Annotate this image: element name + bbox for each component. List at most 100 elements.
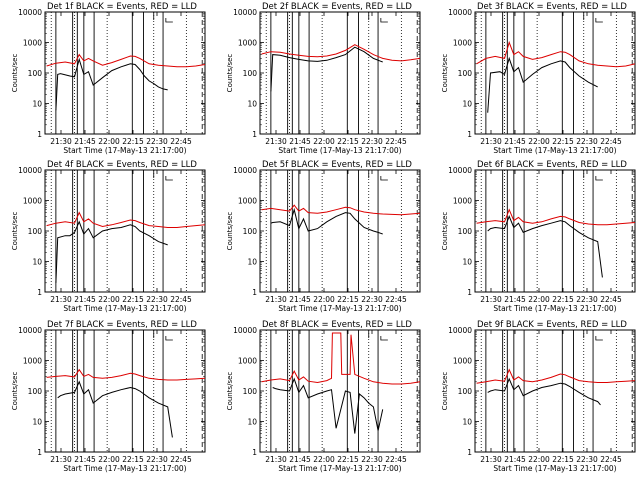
y-tick-label: 1 (37, 288, 42, 297)
series-line-events (270, 207, 383, 235)
y-tick-label: 10 (32, 100, 42, 109)
x-tick-label: 22:30 (146, 295, 168, 304)
x-axis-label: Start Time (17-May-13 21:17:00) (278, 464, 401, 473)
y-tick-label: 1000 (238, 357, 257, 366)
x-axis-label: Start Time (17-May-13 21:17:00) (63, 146, 186, 155)
panel-9: Det 9f BLACK = Events, RED = LLD 1 10 100 10… (441, 320, 636, 473)
panel-title: Det 9f BLACK = Events, RED = LLD (477, 320, 627, 330)
y-axis-label: Counts/sec (441, 372, 449, 411)
plot-frame (259, 169, 421, 293)
y-tick-label: 100 (243, 69, 258, 78)
y-tick-label: 10 (462, 258, 472, 267)
x-tick-label: 22:45 (600, 295, 622, 304)
series-group (476, 368, 635, 406)
series-group (261, 204, 420, 235)
x-tick-label: 21:30 (50, 137, 72, 146)
y-tick-label: 1000 (23, 39, 42, 48)
marker-lines (480, 170, 633, 292)
y-tick-label: 10000 (18, 166, 42, 175)
x-tick-label: 21:45 (74, 137, 96, 146)
series-group (476, 208, 635, 278)
y-tick-label: 10 (32, 418, 42, 427)
y-axis-label: Counts/sec (226, 212, 234, 251)
y-tick-label: 10000 (448, 166, 472, 175)
y-tick-label: 100 (458, 227, 473, 236)
panel-4: Det 4f BLACK = Events, RED = LLD 1 10 100 10… (11, 160, 206, 313)
plot-frame (44, 329, 206, 453)
y-tick-label: 10000 (233, 166, 257, 175)
plot-frame (259, 11, 421, 135)
x-tick-label: 22:00 (98, 137, 120, 146)
y-tick-label: 1000 (453, 357, 472, 366)
bracket-marker (165, 336, 173, 341)
panel-6: Det 6f BLACK = Events, RED = LLD 1 10 100 10… (441, 160, 636, 313)
plot-frame (474, 169, 636, 293)
x-tick-label: 22:00 (313, 295, 335, 304)
x-tick-label: 21:30 (480, 137, 502, 146)
series-line-lld (476, 40, 635, 68)
y-tick-label: 10000 (18, 326, 42, 335)
x-tick-label: 22:15 (552, 455, 574, 464)
series-line-lld (476, 208, 635, 226)
x-tick-label: 22:30 (361, 455, 383, 464)
marker-lines (50, 330, 203, 452)
marker-lines (50, 170, 203, 292)
x-tick-label: 22:30 (576, 295, 598, 304)
x-tick-label: 21:45 (289, 295, 311, 304)
series-line-events (487, 215, 603, 278)
bracket-marker (368, 170, 375, 178)
y-tick-label: 10 (462, 100, 472, 109)
y-tick-label: 1 (467, 130, 472, 139)
x-axis-label: Start Time (17-May-13 21:17:00) (493, 146, 616, 155)
panel-title: Det 6f BLACK = Events, RED = LLD (477, 160, 627, 170)
bracket-marker (583, 330, 590, 338)
plot-frame (474, 329, 636, 453)
series-line-lld (46, 368, 205, 381)
panel-title: Det 2f BLACK = Events, RED = LLD (262, 2, 412, 12)
y-tick-label: 100 (458, 69, 473, 78)
bracket-marker (368, 330, 375, 338)
series-group (46, 211, 205, 283)
panel-title: Det 3f BLACK = Events, RED = LLD (477, 2, 627, 12)
panel-title: Det 7f BLACK = Events, RED = LLD (47, 320, 197, 330)
bracket-marker (595, 18, 603, 23)
x-tick-label: 22:00 (528, 295, 550, 304)
x-tick-label: 22:15 (552, 295, 574, 304)
series-line-events (487, 56, 598, 113)
x-tick-label: 21:45 (74, 455, 96, 464)
x-tick-label: 22:30 (361, 295, 383, 304)
x-tick-label: 21:30 (480, 455, 502, 464)
x-tick-label: 22:30 (576, 455, 598, 464)
x-tick-label: 22:45 (600, 455, 622, 464)
series-line-lld (46, 211, 205, 228)
panel-1: Det 1f BLACK = Events, RED = LLD 1 10 100 10… (11, 2, 206, 155)
x-tick-label: 22:00 (313, 137, 335, 146)
y-tick-label: 1 (467, 448, 472, 457)
series-group (261, 332, 420, 434)
y-tick-label: 100 (243, 387, 258, 396)
y-tick-label: 100 (28, 227, 43, 236)
series-line-events (57, 380, 173, 438)
y-tick-label: 100 (243, 227, 258, 236)
x-tick-label: 22:00 (98, 455, 120, 464)
y-tick-label: 1000 (453, 197, 472, 206)
panel-title: Det 8f BLACK = Events, RED = LLD (262, 320, 412, 330)
y-tick-label: 100 (28, 387, 43, 396)
series-line-lld (476, 368, 635, 384)
x-tick-label: 21:30 (50, 455, 72, 464)
bracket-marker (583, 170, 590, 178)
panel-title: Det 4f BLACK = Events, RED = LLD (47, 160, 197, 170)
y-tick-label: 10000 (233, 326, 257, 335)
bracket-marker (595, 336, 603, 341)
panel-title: Det 5f BLACK = Events, RED = LLD (262, 160, 412, 170)
y-tick-label: 1000 (23, 357, 42, 366)
x-tick-label: 22:45 (170, 455, 192, 464)
panel-2: Det 2f BLACK = Events, RED = LLD 1 10 100 10… (226, 2, 421, 155)
series-line-lld (261, 204, 420, 216)
bracket-marker (153, 170, 160, 178)
x-tick-label: 22:00 (528, 455, 550, 464)
y-tick-label: 1 (252, 288, 257, 297)
y-tick-label: 10 (247, 258, 257, 267)
y-tick-label: 1 (252, 130, 257, 139)
x-tick-label: 22:45 (170, 295, 192, 304)
